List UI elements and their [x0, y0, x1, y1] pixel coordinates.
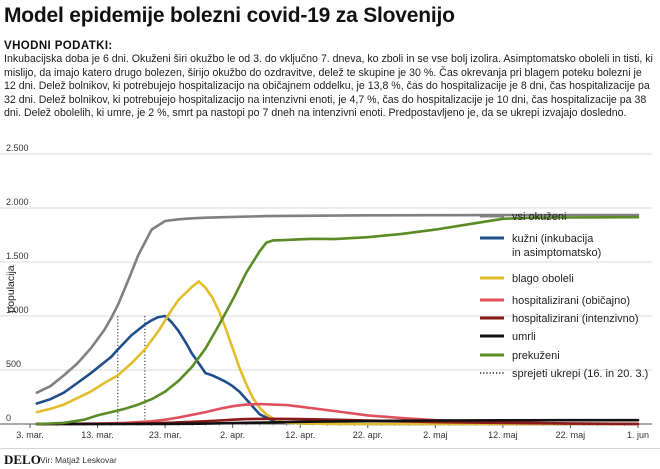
x-tick-label: 23. mar.	[149, 430, 182, 440]
y-tick-label: 2.000	[6, 197, 29, 207]
x-tick-label: 12. maj	[488, 430, 518, 440]
series-line	[35, 418, 640, 426]
input-data-heading: VHODNI PODATKI:	[4, 40, 113, 52]
x-tick-label: 3. mar.	[16, 430, 44, 440]
series-line	[35, 215, 640, 426]
series-line	[35, 402, 640, 426]
legend-label: prekuženi	[512, 350, 560, 362]
page-title: Model epidemije bolezni covid-19 za Slov…	[4, 4, 455, 27]
legend-label: hospitalizirani (intenzivno)	[512, 313, 639, 325]
legend-label: sprejeti ukrepi (16. in 20. 3.)	[512, 368, 648, 380]
x-tick-label: 12. apr.	[285, 430, 315, 440]
source-credit: Vir: Matjaž Leskovar	[40, 455, 117, 465]
series-line	[35, 280, 640, 426]
y-axis-label: populacija	[5, 265, 17, 312]
x-tick-label: 1. jun	[627, 430, 649, 440]
legend-label: in asimptomatsko)	[512, 247, 601, 259]
y-tick-label: 2.500	[6, 143, 29, 153]
y-tick-label: 500	[6, 359, 21, 369]
series-line	[35, 213, 640, 394]
x-tick-label: 2. apr.	[220, 430, 245, 440]
epidemic-line-chart: 0 500 1.000 1.500 2.000 2.500 3. mar. 13. mar. 2…	[0, 143, 652, 440]
legend-label: hospitalizirani (običajno)	[512, 295, 630, 307]
publisher-logo: DELO	[4, 452, 41, 467]
y-tick-label: 1.000	[6, 305, 29, 315]
input-data-description: Inkubacijska doba je 6 dni. Okuženi širi…	[4, 53, 653, 120]
y-tick-label: 1.500	[6, 251, 29, 261]
legend-label: blago oboleli	[512, 273, 574, 285]
legend-label: vsi okuženi	[512, 211, 566, 223]
x-tick-label: 2. maj	[423, 430, 448, 440]
x-tick-label: 22. apr.	[353, 430, 383, 440]
footer: DELO Vir: Matjaž Leskovar	[0, 448, 660, 469]
x-tick-label: 13. mar.	[81, 430, 114, 440]
y-tick-label: 0	[6, 413, 11, 423]
x-tick-label: 22. maj	[556, 430, 586, 440]
legend-label: umrli	[512, 331, 536, 343]
legend-label: kužni (inkubacija	[512, 233, 594, 245]
